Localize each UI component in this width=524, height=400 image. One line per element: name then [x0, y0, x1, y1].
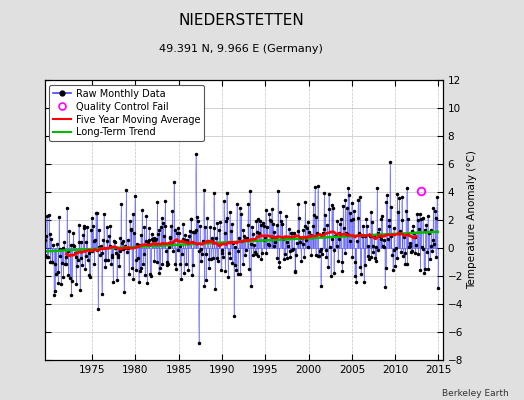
Legend: Raw Monthly Data, Quality Control Fail, Five Year Moving Average, Long-Term Tren: Raw Monthly Data, Quality Control Fail, … [49, 85, 204, 141]
Text: 49.391 N, 9.966 E (Germany): 49.391 N, 9.966 E (Germany) [159, 44, 323, 54]
Text: NIEDERSTETTEN: NIEDERSTETTEN [178, 13, 304, 28]
Y-axis label: Temperature Anomaly (°C): Temperature Anomaly (°C) [467, 150, 477, 290]
Text: Berkeley Earth: Berkeley Earth [442, 389, 508, 398]
